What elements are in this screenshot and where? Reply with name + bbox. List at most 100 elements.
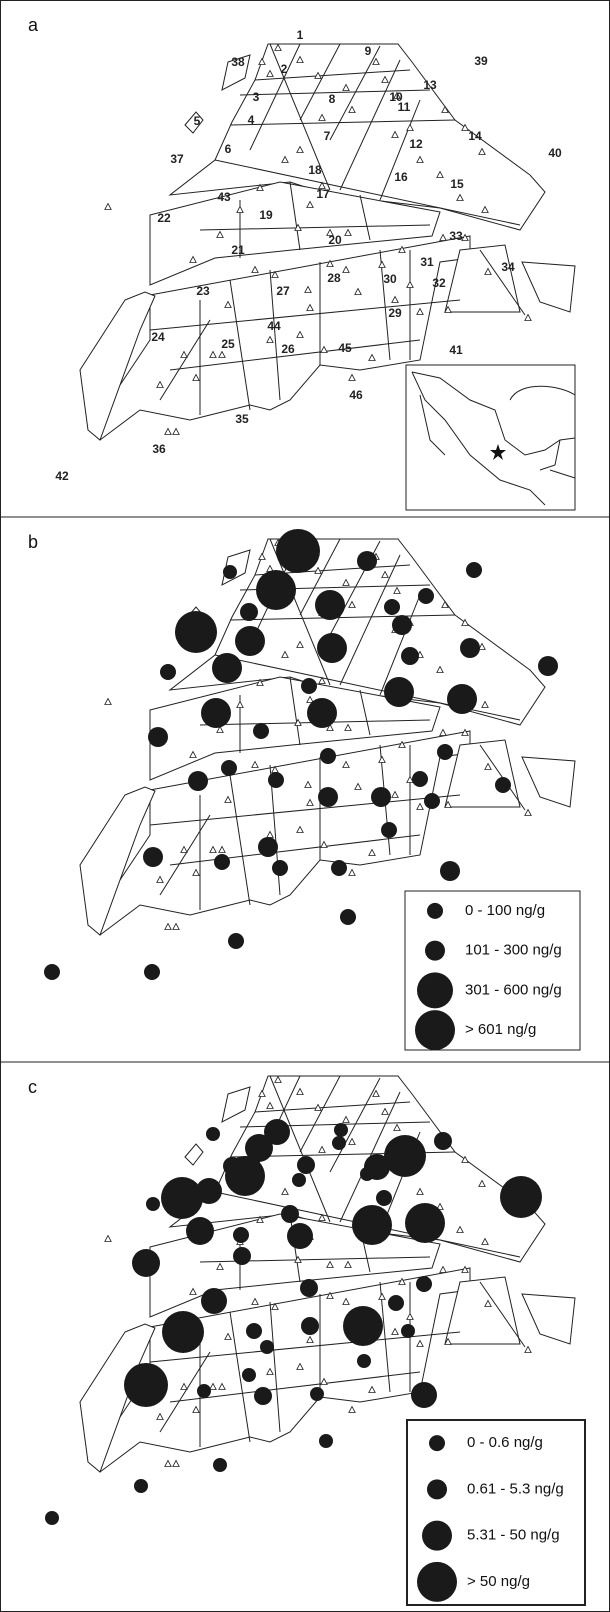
legend-symbol	[422, 1520, 452, 1551]
concentration-circle	[228, 933, 244, 949]
sampling-site	[444, 800, 452, 808]
sampling-site	[342, 760, 350, 768]
street	[169, 339, 421, 371]
legend-symbol	[427, 1479, 447, 1500]
sampling-site	[296, 1362, 304, 1370]
sampling-site	[344, 1260, 352, 1268]
sampling-site	[439, 1265, 447, 1273]
sampling-site	[381, 75, 389, 83]
street	[359, 689, 371, 736]
sampling-site	[342, 578, 350, 586]
concentration-circle	[212, 653, 242, 683]
concentration-circle	[144, 964, 160, 980]
sampling-site	[318, 1145, 326, 1153]
sampling-site	[318, 181, 326, 189]
sampling-site	[378, 755, 386, 763]
concentration-circle	[148, 727, 168, 747]
sampling-site	[372, 57, 380, 65]
sampling-site	[481, 700, 489, 708]
site-label: 18	[308, 163, 322, 177]
concentration-circle	[258, 837, 278, 857]
concentration-circle	[175, 611, 217, 653]
sampling-site	[416, 307, 424, 315]
street	[249, 43, 301, 151]
sampling-site	[294, 718, 302, 726]
concentration-circle	[134, 1479, 148, 1493]
street	[289, 181, 301, 251]
sampling-site	[342, 265, 350, 273]
panel-label: a	[28, 15, 39, 35]
street	[269, 43, 331, 191]
street	[159, 319, 211, 401]
sampling-site	[296, 55, 304, 63]
site-label: 32	[432, 276, 446, 290]
site-label: 34	[501, 260, 515, 274]
site-label: 37	[170, 152, 184, 166]
concentration-circle	[260, 1340, 274, 1354]
district-block	[184, 111, 204, 134]
sampling-site	[391, 790, 399, 798]
sampling-site	[393, 1123, 401, 1131]
site-label: 36	[152, 442, 166, 456]
sampling-site	[484, 762, 492, 770]
sampling-site	[326, 228, 334, 236]
sampling-site	[354, 782, 362, 790]
legend-label: 5.31 - 50 ng/g	[467, 1527, 560, 1544]
concentration-circle	[405, 1203, 445, 1243]
panel: a123456789101112131415161718192021222324…	[28, 15, 576, 511]
sampling-site	[189, 1287, 197, 1295]
concentration-circle	[434, 1132, 452, 1150]
sampling-site	[294, 1255, 302, 1263]
concentration-circle	[412, 771, 428, 787]
sampling-site	[306, 695, 314, 703]
street	[269, 1301, 281, 1433]
sampling-site	[251, 1297, 259, 1305]
sampling-site	[406, 775, 414, 783]
sampling-site	[236, 700, 244, 708]
concentration-circle	[276, 529, 320, 573]
concentration-circle	[460, 638, 480, 658]
sampling-site	[281, 155, 289, 163]
sampling-site	[172, 427, 180, 435]
sampling-site	[391, 1327, 399, 1335]
sampling-site	[416, 1339, 424, 1347]
concentration-circle	[201, 698, 231, 728]
site-label: 41	[449, 343, 463, 357]
site-label: 19	[259, 208, 273, 222]
sampling-site	[216, 1262, 224, 1270]
district-block	[184, 1143, 204, 1166]
site-label: 28	[327, 271, 341, 285]
concentration-circle	[206, 1127, 220, 1141]
street	[169, 1371, 421, 1403]
sampling-site	[180, 845, 188, 853]
district-block	[521, 1293, 576, 1345]
concentration-circle	[384, 599, 400, 615]
concentration-circle	[357, 1354, 371, 1368]
sampling-site	[266, 1367, 274, 1375]
sampling-site	[461, 618, 469, 626]
concentration-circle	[301, 678, 317, 694]
sampling-site	[348, 1137, 356, 1145]
street	[289, 676, 301, 746]
concentration-circle	[246, 1323, 262, 1339]
street	[379, 99, 421, 201]
site-label: 9	[365, 44, 372, 58]
inset-frame	[405, 364, 576, 511]
sampling-site	[368, 353, 376, 361]
sampling-site	[256, 183, 264, 191]
sampling-site	[348, 868, 356, 876]
sampling-site	[251, 265, 259, 273]
concentration-circle	[401, 1324, 415, 1338]
sampling-site	[218, 845, 226, 853]
street	[379, 594, 421, 696]
site-label: 23	[196, 284, 210, 298]
sampling-site	[524, 1345, 532, 1353]
concentration-circle	[297, 1156, 315, 1174]
sampling-site	[398, 1277, 406, 1285]
concentration-circle	[320, 748, 336, 764]
sampling-site	[348, 373, 356, 381]
sampling-site	[251, 760, 259, 768]
city-map	[79, 43, 576, 441]
concentration-circle	[376, 1190, 392, 1206]
site-label: 46	[349, 388, 363, 402]
